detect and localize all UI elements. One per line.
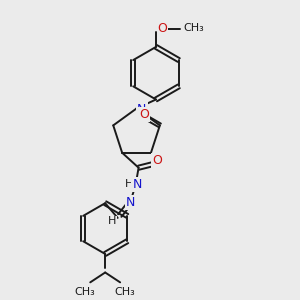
Text: CH₃: CH₃ xyxy=(75,287,95,297)
Text: O: O xyxy=(158,22,167,35)
Text: O: O xyxy=(152,154,162,167)
Text: CH₃: CH₃ xyxy=(184,23,204,33)
Text: H: H xyxy=(125,179,133,189)
Text: N: N xyxy=(126,196,136,209)
Text: N: N xyxy=(137,103,147,116)
Text: O: O xyxy=(139,107,149,121)
Text: N: N xyxy=(132,178,142,191)
Text: H: H xyxy=(108,217,116,226)
Text: CH₃: CH₃ xyxy=(115,287,136,297)
